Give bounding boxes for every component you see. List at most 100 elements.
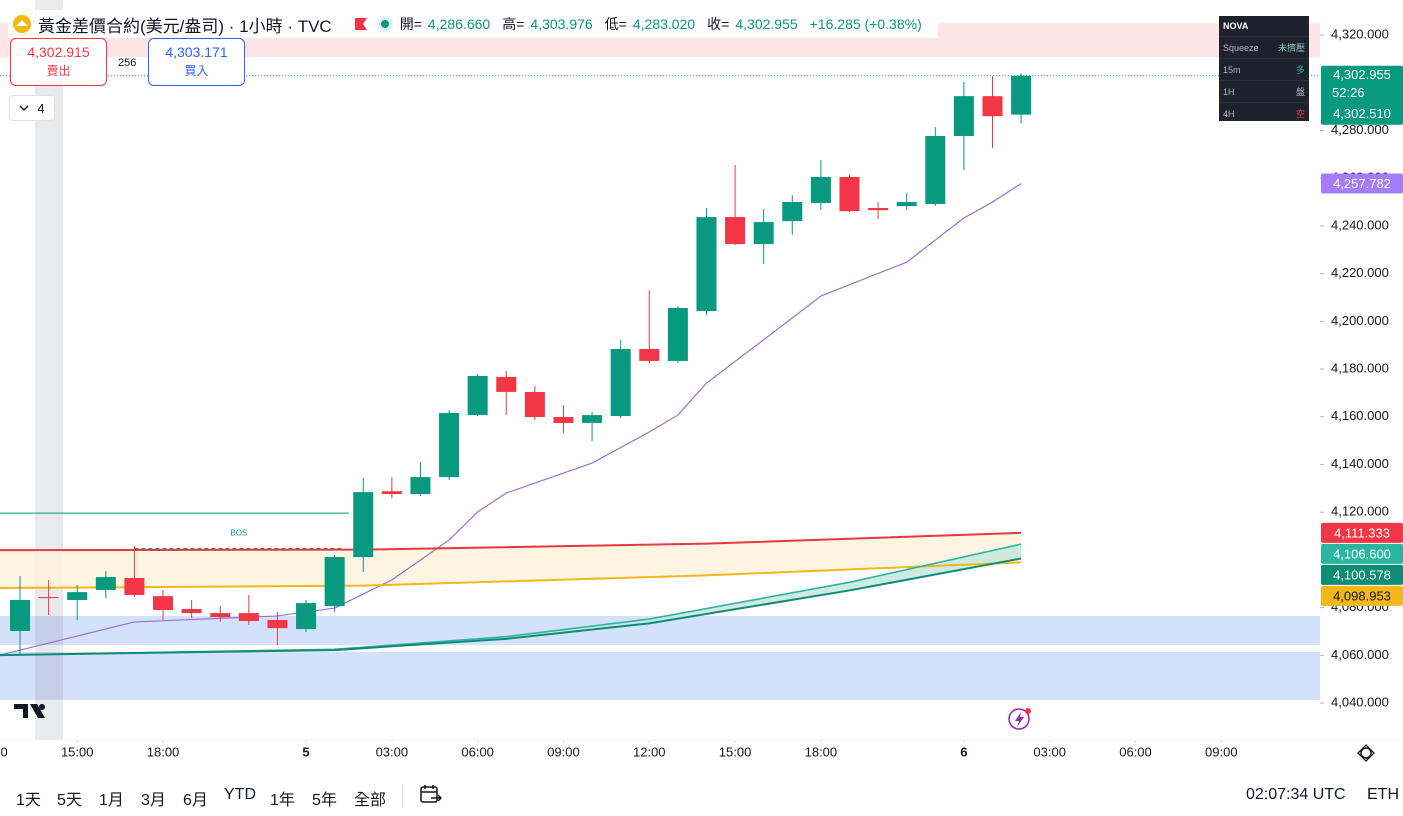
y-tick-label: 4,320.000 [1331, 27, 1389, 42]
status-dot [376, 16, 393, 32]
x-tick-label: 12:00 [0, 744, 8, 759]
symbol-icon [13, 15, 31, 33]
price-tag-label: 4,257.782 [1333, 176, 1391, 191]
candle-body [839, 177, 860, 212]
candle-body [153, 596, 174, 610]
range-button[interactable]: 6月 [183, 792, 208, 809]
nova-title: NOVA [1223, 21, 1249, 31]
x-tick-label: 09:00 [1205, 744, 1238, 759]
candle-body [210, 613, 231, 618]
clock[interactable]: 02:07:34 UTC [1246, 786, 1346, 803]
x-tick-label: 15:00 [719, 744, 752, 759]
indicators-toggle[interactable]: 4 [9, 95, 55, 121]
y-tick-label: 4,180.000 [1331, 360, 1389, 375]
price-tag-label: 4,111.333 [1334, 525, 1390, 540]
candle-body [725, 217, 746, 245]
ohlc-label: 收= [707, 16, 730, 32]
range-button[interactable]: 1天 [16, 792, 41, 809]
ohlc-value: 4,302.955 [735, 16, 798, 32]
nova-key: 15m [1223, 64, 1241, 75]
candle-body [124, 578, 145, 595]
buy-button[interactable]: 4,303.171 買入 [148, 38, 245, 86]
candle-body [267, 620, 288, 629]
y-tick-label: 4,160.000 [1331, 408, 1389, 423]
price-tag-label: 4,106.600 [1333, 546, 1391, 561]
price-tag [1321, 564, 1403, 585]
nova-row: 1H 盤 [1219, 80, 1309, 102]
price-tag [1321, 173, 1403, 194]
y-tick-label: 4,060.000 [1331, 647, 1389, 662]
y-tick-label: 4,280.000 [1331, 122, 1389, 137]
candle-body [324, 557, 345, 607]
price-tag-label: 4,098.953 [1333, 588, 1391, 603]
countdown-label: 52:26 [1332, 85, 1365, 100]
candle-body [38, 597, 59, 599]
goto-date-icon[interactable] [419, 783, 443, 807]
indicators-count: 4 [37, 100, 45, 116]
range-button[interactable]: 5天 [57, 792, 82, 809]
candle-body [10, 599, 31, 631]
range-button[interactable]: 1月 [99, 792, 124, 809]
range-button[interactable]: YTD [224, 786, 256, 803]
settings-icon [1360, 747, 1372, 759]
flag-icon[interactable] [352, 15, 370, 33]
price-tag [1321, 543, 1403, 564]
price-tag [1321, 585, 1403, 606]
nova-value: 盤 [1295, 87, 1305, 97]
range-button[interactable]: 全部 [354, 792, 387, 809]
chart: BOS 12:00 15:00 18:00 5 03:00 06:00 09:00 12:00 1… [0, 0, 1403, 762]
candle-body [439, 412, 460, 478]
price-change: +16.285 (+0.38%) [809, 16, 922, 32]
ohlc-label: 低= [604, 16, 627, 32]
last-price-tag [1321, 65, 1403, 125]
x-tick-label: 5 [302, 744, 309, 759]
candle-body [353, 492, 374, 558]
y-tick-label: 4,220.000 [1331, 265, 1389, 280]
x-tick-label: 6 [960, 744, 967, 759]
nova-row: 15m 多 [1219, 58, 1309, 80]
x-tick-label: 18:00 [805, 744, 838, 759]
ohlc-label: 高= [502, 16, 525, 32]
sell-label: 賣出 [46, 64, 71, 78]
sell-price: 4,302.915 [27, 44, 90, 60]
ohlc-label: 開= [399, 16, 422, 32]
overlay-line [0, 182, 1022, 656]
candle-body [696, 217, 717, 312]
range-button[interactable]: 1年 [270, 792, 295, 809]
chart-header: 黃金差價合約(美元/盎司) · 1小時 · TVC 開= 4,286.660 高=… [8, 10, 938, 38]
candle-body [610, 349, 631, 417]
candle-body [410, 477, 431, 495]
session[interactable]: ETH [1367, 786, 1399, 803]
range-button[interactable]: 3月 [141, 792, 166, 809]
candle-body [582, 415, 603, 423]
bos-label: BOS [230, 529, 247, 538]
candle-body [238, 613, 259, 621]
x-tick-label: 06:00 [461, 744, 494, 759]
overlay-line [0, 557, 1022, 657]
y-tick-label: 4,140.000 [1331, 456, 1389, 471]
candle-body [467, 375, 488, 416]
price-tag-label: 4,100.578 [1333, 567, 1391, 582]
nova-row: Squeeze 未擠壓 [1219, 36, 1309, 58]
nova-value: 未擠壓 [1277, 43, 1305, 53]
buy-label: 買入 [184, 64, 209, 78]
candle-body [667, 307, 688, 361]
settings-icon-outline [1357, 744, 1375, 762]
candle-body [1011, 75, 1032, 115]
sell-button[interactable]: 4,302.915 賣出 [10, 38, 107, 86]
zone [0, 651, 1320, 700]
range-button[interactable]: 5年 [312, 792, 337, 809]
chevron-icon [19, 105, 29, 111]
chart-title[interactable]: 黃金差價合約(美元/盎司) · 1小時 · TVC [38, 16, 332, 36]
x-tick-label: 12:00 [633, 744, 666, 759]
y-tick-label: 4,040.000 [1331, 694, 1389, 709]
candle-body [95, 577, 116, 590]
nova-key: 4H [1223, 108, 1235, 119]
x-tick-label: 09:00 [547, 744, 580, 759]
x-tick-label: 03:00 [1033, 744, 1066, 759]
candle-body [810, 177, 831, 204]
candle-body [296, 603, 317, 630]
ohlc-value: 4,286.660 [427, 16, 491, 32]
